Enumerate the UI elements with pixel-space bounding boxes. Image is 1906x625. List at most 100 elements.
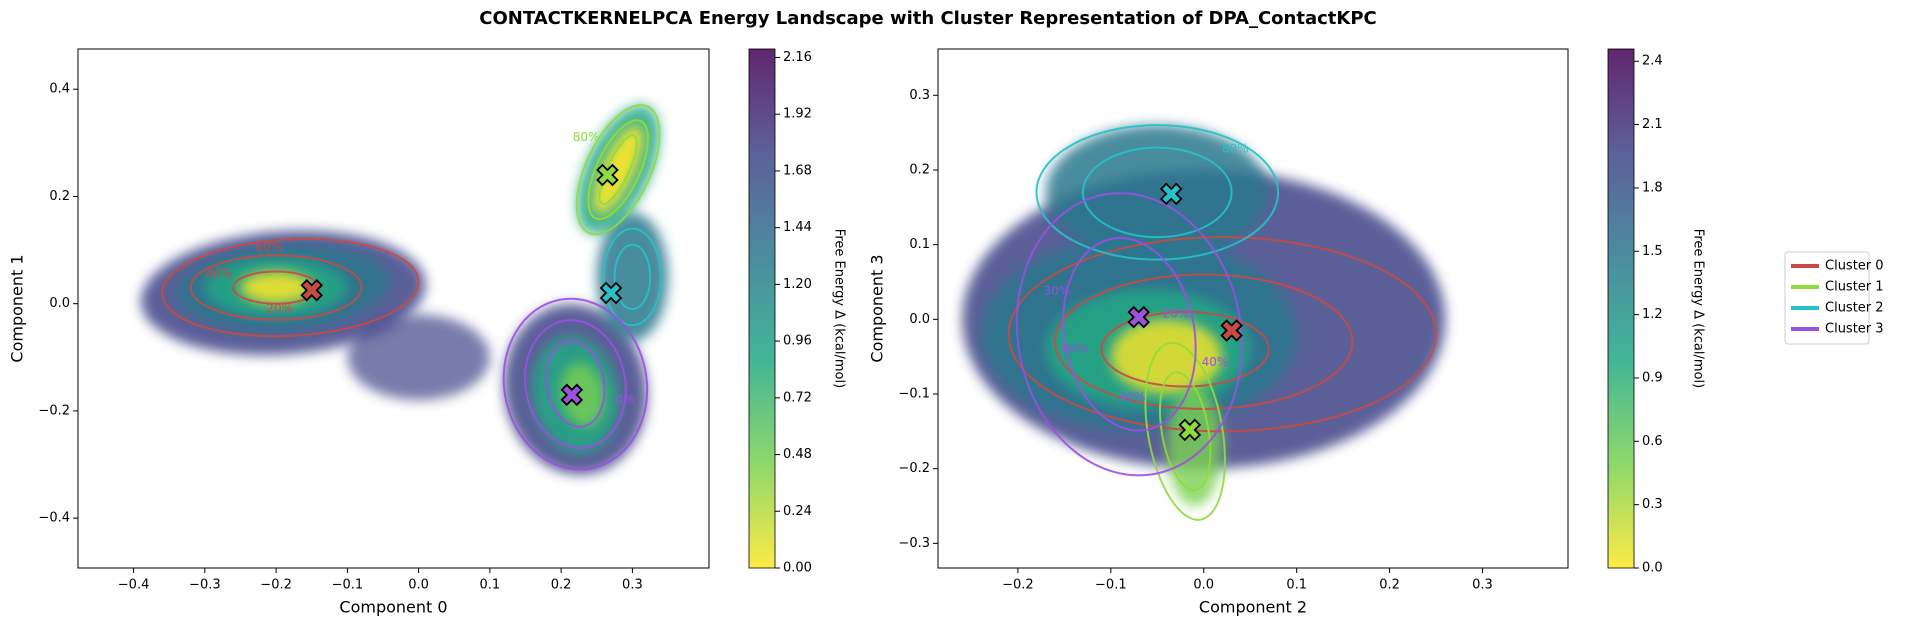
- colorbar-tick-label: 0.00: [783, 561, 812, 576]
- density-contour: [1159, 371, 1212, 492]
- density-contour: [1015, 192, 1243, 477]
- y-tick-label: 0.2: [49, 189, 70, 204]
- colorbar-tick-label: 1.44: [783, 220, 812, 235]
- density-contour: [545, 340, 606, 428]
- contour-label: 30%: [1044, 284, 1071, 298]
- y-tick-label: −0.2: [38, 403, 70, 418]
- y-axis-label: Component 1: [8, 254, 27, 362]
- legend-box: [1784, 251, 1870, 345]
- x-tick-label: 0.2: [551, 578, 572, 593]
- energy-region: [1166, 386, 1223, 507]
- contour-label: 0%: [616, 393, 635, 407]
- colorbar: [1607, 48, 1635, 569]
- density-contour: [1081, 146, 1233, 239]
- contour-label: 80%: [1222, 142, 1249, 156]
- y-tick-label: 0.4: [49, 82, 70, 97]
- x-tick-label: −0.1: [332, 578, 364, 593]
- colorbar: [748, 48, 776, 569]
- contour-label: 80%: [573, 130, 600, 144]
- y-tick-label: 0.0: [909, 312, 930, 327]
- density-contour: [1062, 236, 1197, 432]
- density-contour: [189, 254, 363, 321]
- plot-frame: [77, 48, 710, 569]
- colorbar-tick-label: 2.1: [1642, 117, 1663, 132]
- x-tick-label: 0.3: [1472, 578, 1493, 593]
- energy-region: [596, 212, 669, 342]
- plot-frame: [937, 48, 1569, 569]
- x-tick-label: −0.3: [189, 578, 221, 593]
- contour-label: 40%: [1119, 390, 1146, 404]
- density-contour: [1100, 310, 1270, 388]
- y-tick-label: −0.3: [898, 536, 930, 551]
- cluster-center: [1178, 418, 1202, 442]
- legend-label: Cluster 3: [1825, 322, 1884, 337]
- x-axis-label: Component 0: [339, 598, 447, 617]
- density-contour: [502, 297, 649, 471]
- colorbar-tick-label: 1.8: [1642, 180, 1663, 195]
- contour-label: 20%: [266, 302, 293, 316]
- x-tick-label: 0.3: [622, 578, 643, 593]
- x-tick-label: −0.2: [260, 578, 292, 593]
- energy-region: [240, 271, 312, 304]
- density-contour: [524, 319, 627, 450]
- y-axis-label: Component 3: [868, 254, 887, 362]
- y-tick-label: 0.3: [909, 88, 930, 103]
- x-axis-label: Component 2: [1199, 598, 1307, 617]
- cluster-center: [599, 281, 623, 305]
- colorbar-tick-label: 0.24: [783, 504, 812, 519]
- y-tick-label: −0.1: [898, 387, 930, 402]
- landscape: 20% 40% 60% 80% 0%: [140, 104, 669, 475]
- legend-label: Cluster 2: [1825, 301, 1884, 316]
- x-tick-label: 0.2: [1379, 578, 1400, 593]
- contour-label: 40%: [206, 267, 233, 281]
- x-tick-label: −0.2: [1002, 578, 1034, 593]
- colorbar-label: Free Energy Δ (kcal/mol): [1691, 229, 1706, 388]
- density-contour: [1035, 124, 1280, 261]
- colorbar-tick-label: 0.48: [783, 447, 812, 462]
- energy-region: [1045, 125, 1269, 260]
- cluster-center: [1159, 182, 1183, 206]
- contour-label: 40%: [1202, 355, 1229, 369]
- density-contour: [575, 104, 661, 236]
- density-contour: [613, 243, 652, 311]
- legend-label: Cluster 1: [1825, 280, 1884, 295]
- y-tick-label: 0.1: [909, 237, 930, 252]
- cluster-center: [560, 383, 584, 407]
- energy-region: [347, 314, 490, 401]
- x-tick-label: 0.0: [408, 578, 429, 593]
- colorbar-label: Free Energy Δ (kcal/mol): [832, 229, 847, 388]
- colorbar-tick-label: 2.16: [783, 50, 812, 65]
- contour-label: 20%: [1163, 307, 1190, 321]
- colorbar-tick-label: 0.6: [1642, 434, 1663, 449]
- x-tick-label: −0.4: [118, 578, 150, 593]
- y-tick-label: −0.4: [38, 511, 70, 526]
- colorbar-tick-label: 1.68: [783, 163, 812, 178]
- colorbar-tick-label: 0.9: [1642, 370, 1663, 385]
- x-tick-label: 0.1: [1286, 578, 1307, 593]
- colorbar-tick-label: 0.0: [1642, 561, 1663, 576]
- colorbar-tick-label: 0.3: [1642, 497, 1663, 512]
- x-tick-label: −0.1: [1095, 578, 1127, 593]
- colorbar-tick-label: 1.20: [783, 277, 812, 292]
- x-tick-label: 0.1: [480, 578, 501, 593]
- legend-label: Cluster 0: [1825, 259, 1884, 274]
- y-tick-label: 0.2: [909, 162, 930, 177]
- y-tick-label: 0.0: [49, 296, 70, 311]
- energy-region: [560, 362, 605, 427]
- density-contour: [598, 134, 638, 205]
- figure-title: CONTACTKERNELPCA Energy Landscape with C…: [479, 8, 1376, 29]
- colorbar-tick-label: 0.96: [783, 334, 812, 349]
- contour-label: 60%: [256, 240, 283, 254]
- landscape: 80% 20% 80% 40% 40% 30%: [962, 124, 1446, 521]
- cluster-center: [596, 163, 619, 187]
- cluster-center: [1220, 319, 1243, 342]
- colorbar-tick-label: 1.5: [1642, 244, 1663, 259]
- colorbar-tick-label: 0.72: [783, 390, 812, 405]
- density-contour: [602, 227, 662, 327]
- density-contour: [161, 237, 420, 338]
- colorbar-tick-label: 1.92: [783, 107, 812, 122]
- cluster-center: [300, 278, 324, 302]
- x-tick-label: 0.0: [1193, 578, 1214, 593]
- cluster-center: [1127, 305, 1150, 329]
